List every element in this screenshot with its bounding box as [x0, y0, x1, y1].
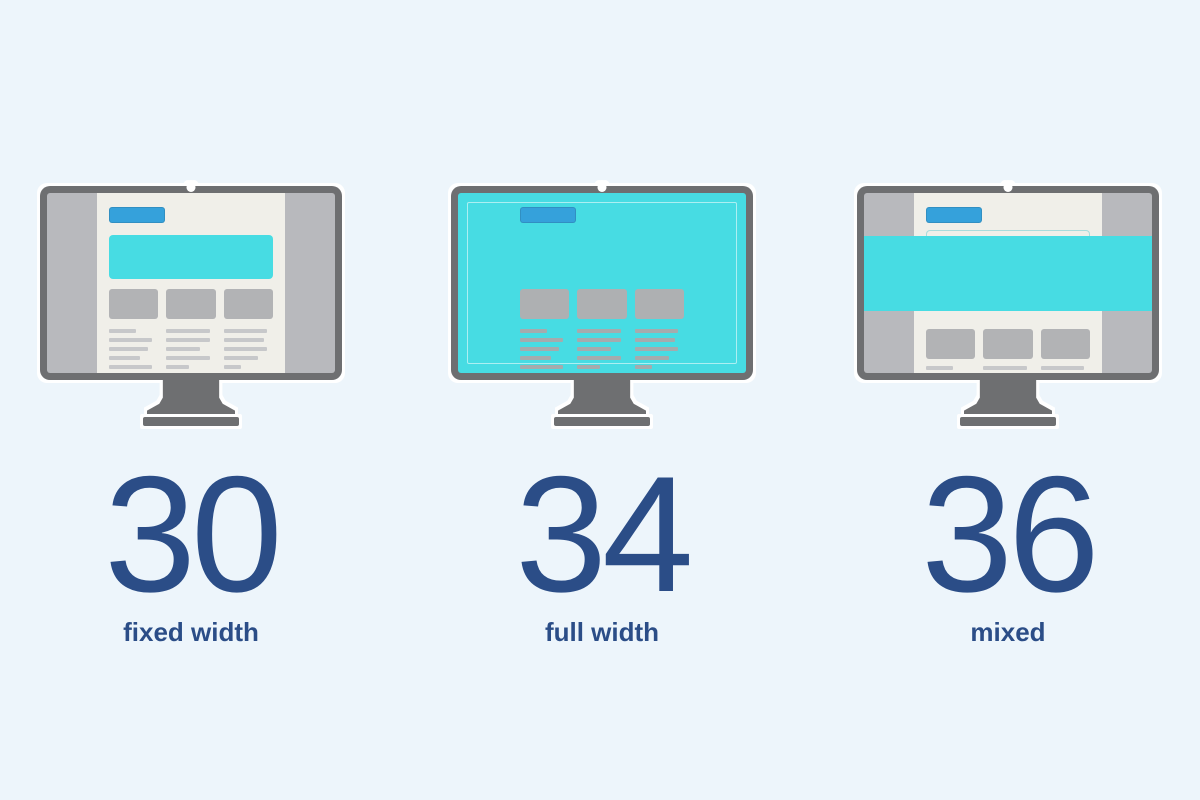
panel-full-width: 34 full width	[402, 183, 802, 800]
monitor-stand-neck	[147, 380, 235, 414]
webcam-dot-icon	[597, 183, 607, 192]
card-shape	[520, 289, 570, 319]
text-lines	[520, 329, 684, 369]
monitor-stand-neck	[964, 380, 1052, 414]
stat-value-mixed: 36	[921, 442, 1100, 626]
card-shape	[577, 289, 627, 319]
monitor-stand-base	[143, 417, 239, 426]
card-shape	[223, 289, 273, 319]
monitor-full-width-layout-icon	[451, 183, 753, 426]
card-row	[926, 329, 1090, 359]
card-row	[109, 289, 273, 319]
full-width-hero-band	[864, 236, 1152, 311]
hero-banner-shape	[109, 235, 273, 279]
screen-mixed-layout	[864, 193, 1152, 373]
panel-fixed-width: 30 fixed width	[0, 183, 391, 800]
content-column	[97, 193, 285, 373]
card-shape	[109, 289, 159, 319]
monitor-fixed-width-layout-icon	[40, 183, 342, 426]
card-shape	[983, 329, 1033, 359]
content-column	[508, 193, 696, 373]
monitor-bezel	[857, 183, 1159, 380]
stat-label-mixed: mixed	[970, 616, 1046, 647]
text-lines	[926, 366, 1090, 373]
text-lines	[109, 329, 273, 369]
stat-value-full-width: 34	[515, 442, 694, 626]
monitor-stand-base	[554, 417, 650, 426]
monitor-stand-base	[960, 417, 1056, 426]
card-row	[520, 289, 684, 319]
nav-button-shape	[926, 207, 982, 223]
webcam-dot-icon	[186, 183, 196, 192]
screen-fixed-layout	[47, 193, 335, 373]
column-outline-peek	[926, 230, 1090, 240]
stat-label-full-width: full width	[544, 616, 660, 647]
card-shape	[1040, 329, 1090, 359]
monitor-bezel	[40, 183, 342, 380]
monitor-mixed-layout-icon	[857, 183, 1159, 426]
panel-mixed: 36 mixed	[808, 183, 1200, 800]
card-shape	[634, 289, 684, 319]
webcam-dot-icon	[1003, 183, 1013, 192]
monitor-stand-neck	[558, 380, 646, 414]
nav-button-shape	[520, 207, 576, 223]
screen-inner-frame	[467, 202, 737, 364]
card-shape	[166, 289, 216, 319]
card-shape	[926, 329, 976, 359]
stat-value-fixed-width: 30	[104, 442, 283, 626]
monitor-bezel	[451, 183, 753, 380]
nav-button-shape	[109, 207, 165, 223]
stat-label-fixed-width: fixed width	[123, 616, 259, 647]
screen-full-layout	[458, 193, 746, 373]
